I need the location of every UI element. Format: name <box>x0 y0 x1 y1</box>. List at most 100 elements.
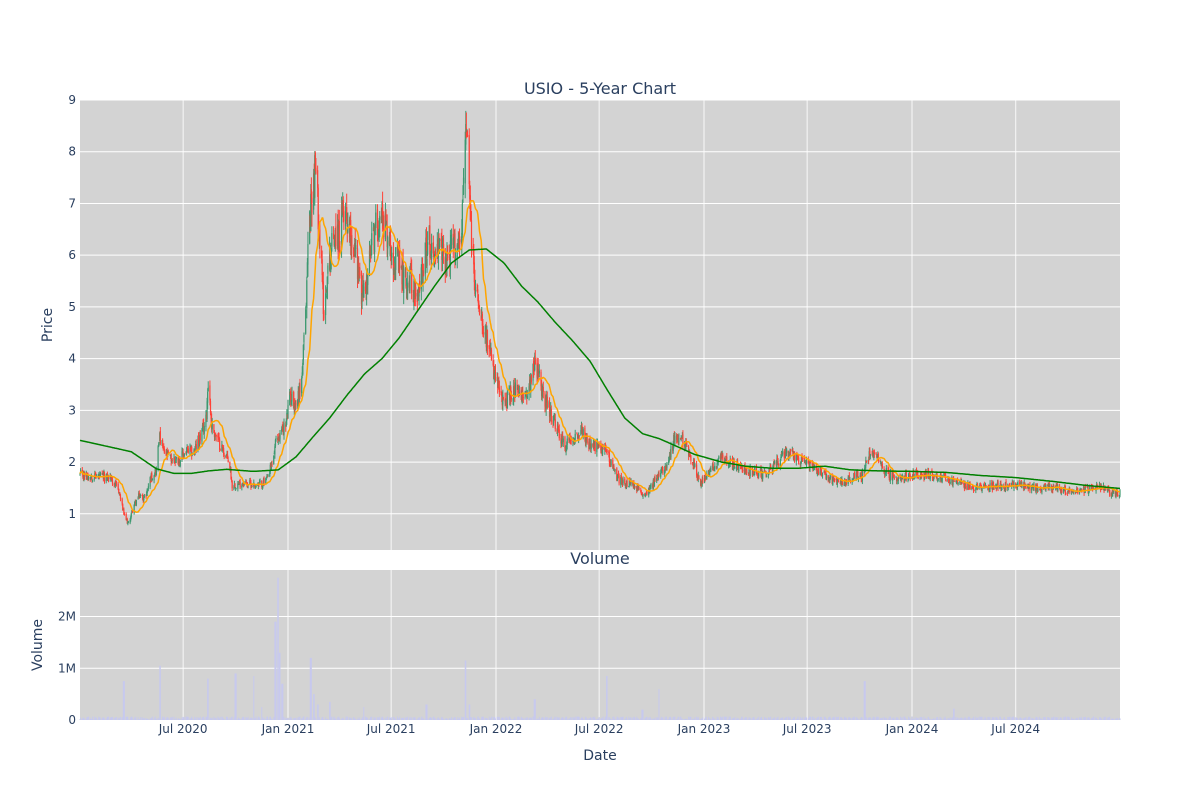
volume-bar <box>1089 718 1091 720</box>
volume-bar <box>792 718 794 720</box>
volume-bar <box>181 717 183 720</box>
volume-bar <box>943 717 945 720</box>
volume-bar <box>494 718 496 720</box>
volume-bar <box>725 716 727 720</box>
volume-bar <box>265 718 267 720</box>
volume-bar <box>832 717 834 720</box>
volume-bar <box>697 716 699 720</box>
candle-body <box>327 265 329 274</box>
volume-bar <box>987 719 989 720</box>
volume-bar <box>672 716 674 720</box>
candle-body <box>880 463 882 465</box>
volume-bar <box>400 717 402 720</box>
volume-bar <box>367 717 369 720</box>
volume-bar <box>265 719 267 720</box>
candle-body <box>770 465 772 469</box>
volume-bar <box>510 718 512 720</box>
volume-bar <box>86 717 88 720</box>
candle-body <box>716 462 718 468</box>
candle-body <box>321 250 323 258</box>
volume-bar <box>257 718 259 720</box>
volume-bar <box>366 717 368 720</box>
candle-body <box>493 373 495 381</box>
candle-body <box>565 447 567 451</box>
candle-body <box>181 451 184 453</box>
volume-bar <box>203 718 205 720</box>
candle-body <box>852 477 854 481</box>
volume-bar <box>602 716 604 720</box>
candle-body <box>670 446 672 458</box>
candle-body <box>1106 487 1109 491</box>
candle-body <box>433 259 436 268</box>
volume-bar <box>876 717 878 720</box>
candle-body <box>941 476 943 482</box>
volume-bar <box>628 719 630 720</box>
volume-bar <box>449 719 451 720</box>
volume-bar <box>546 718 548 720</box>
volume-bar <box>271 719 273 720</box>
volume-bar <box>741 716 743 720</box>
volume-bar <box>289 717 291 720</box>
candle-body <box>223 448 225 455</box>
volume-bar <box>692 718 694 720</box>
volume-bar <box>981 716 983 720</box>
candle-body <box>767 473 769 475</box>
volume-bar <box>465 660 467 720</box>
candle-body <box>617 473 620 476</box>
volume-bar <box>788 718 790 720</box>
volume-bar <box>290 716 292 720</box>
volume-bar <box>235 673 237 720</box>
volume-bar <box>921 718 923 720</box>
volume-bar <box>947 718 949 720</box>
volume-bar <box>505 716 507 720</box>
candle-body <box>407 282 409 291</box>
volume-bar <box>235 673 237 720</box>
volume-bar <box>1016 717 1018 720</box>
volume-bar <box>177 718 179 720</box>
candle-body <box>553 417 555 419</box>
volume-bar <box>206 716 208 720</box>
volume-bar <box>363 707 365 720</box>
volume-bar <box>823 716 825 720</box>
volume-bar <box>1035 717 1037 720</box>
candle-body <box>127 522 130 524</box>
candle-body <box>540 371 542 387</box>
volume-bar <box>657 717 659 720</box>
volume-bar <box>669 716 671 720</box>
candle-body <box>940 475 942 481</box>
candle-body <box>784 456 786 458</box>
volume-bar <box>744 718 746 720</box>
volume-bar <box>309 717 311 720</box>
candle-body <box>274 439 277 447</box>
candle-body <box>809 461 811 469</box>
volume-bar <box>1023 718 1025 720</box>
candle-body <box>983 484 985 486</box>
volume-bar <box>1039 716 1041 720</box>
volume-bar <box>1035 716 1037 720</box>
volume-bar <box>302 719 304 720</box>
candle-body <box>454 255 457 261</box>
volume-bar <box>868 718 870 720</box>
volume-bar <box>999 716 1001 720</box>
volume-bar <box>853 716 855 720</box>
candle-body <box>295 403 297 405</box>
volume-bar <box>832 717 834 720</box>
candle-body <box>197 438 199 451</box>
candle-body <box>753 474 755 476</box>
volume-bar <box>354 719 356 720</box>
volume-bar <box>206 717 208 720</box>
volume-bar <box>1029 716 1031 720</box>
volume-bar <box>1063 716 1065 720</box>
volume-bar <box>855 717 857 720</box>
candle-body <box>322 281 324 315</box>
candle-body <box>315 168 317 174</box>
volume-bar <box>508 716 510 720</box>
volume-bar <box>513 719 515 720</box>
volume-bar <box>903 716 905 720</box>
volume-bar <box>497 718 499 720</box>
candle-body <box>797 457 800 463</box>
volume-bar <box>409 716 411 720</box>
volume-bar <box>159 665 161 720</box>
volume-bar <box>739 718 741 720</box>
candle-body <box>749 466 751 477</box>
